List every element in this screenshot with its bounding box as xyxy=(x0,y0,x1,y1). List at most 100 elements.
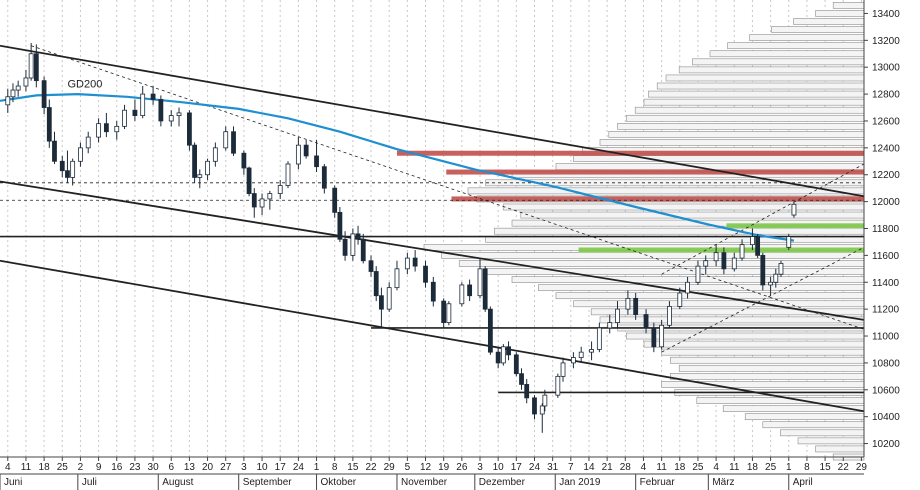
trendline xyxy=(0,259,865,413)
candle-body xyxy=(524,384,530,399)
candle-body xyxy=(539,405,545,415)
candle-body xyxy=(41,80,47,108)
candle-body xyxy=(513,354,519,375)
candle-body xyxy=(267,193,273,200)
y-tick-label: 10600 xyxy=(872,385,900,396)
level-zone xyxy=(446,169,864,175)
candle-body xyxy=(560,362,566,377)
candle-body xyxy=(342,238,348,256)
candle-body xyxy=(760,254,766,286)
trendline xyxy=(661,163,865,275)
y-tick-label: 13200 xyxy=(872,36,900,47)
x-day-label: 22 xyxy=(838,462,850,473)
x-day-label: 10 xyxy=(493,462,505,473)
volume-profile-bar xyxy=(793,18,865,25)
x-day-label: 19 xyxy=(438,462,450,473)
candle-body xyxy=(423,265,428,283)
x-day-label: 6 xyxy=(168,462,174,473)
y-tick-label: 10400 xyxy=(872,412,900,423)
x-day-label: 11 xyxy=(21,462,32,473)
y-tick-label: 11000 xyxy=(872,332,900,343)
candle-body xyxy=(412,257,418,267)
trendline xyxy=(0,44,865,198)
trendlines xyxy=(0,44,865,413)
y-tick-label: 11400 xyxy=(872,278,900,289)
volume-profile-bar xyxy=(599,139,865,146)
x-day-label: 4 xyxy=(713,462,719,473)
volume-profile-bar xyxy=(749,34,865,41)
candle-body xyxy=(70,160,76,178)
x-day-label: 12 xyxy=(420,462,432,473)
x-day-label: 8 xyxy=(804,462,810,473)
candle-body xyxy=(695,265,701,283)
candle-body xyxy=(731,257,737,270)
volume-profile-bar xyxy=(617,123,865,130)
candle-body xyxy=(295,144,301,165)
x-day-label: 21 xyxy=(602,462,614,473)
x-axis: 4 11 18 25 2 9 16 23 30 6 13 20 27 3 10 17 24 1 8 15 22 29 5 12… xyxy=(0,456,868,490)
gd200-line xyxy=(0,92,795,242)
volume-profile-bar xyxy=(780,429,865,437)
x-month-label: Oktober xyxy=(321,477,357,488)
x-day-label: 17 xyxy=(275,462,287,473)
x-day-label: 25 xyxy=(692,462,704,473)
candle-body xyxy=(314,155,319,168)
x-day-label: 25 xyxy=(57,462,69,473)
candle-body xyxy=(5,96,11,106)
y-tick-label: 12600 xyxy=(872,116,900,127)
level-zone xyxy=(396,150,864,156)
level-zone xyxy=(726,223,864,229)
volume-profile-bar xyxy=(670,356,865,364)
x-day-label: 20 xyxy=(202,462,214,473)
volume-profile-bar xyxy=(665,74,865,82)
candle-body xyxy=(739,244,745,259)
candle-body xyxy=(46,107,52,142)
candle-body xyxy=(187,112,192,146)
volume-profile-bar xyxy=(722,405,865,412)
candle-body xyxy=(532,397,537,415)
gd200-line-path xyxy=(0,92,795,242)
volume-profile-bar xyxy=(832,2,865,9)
y-tick-label: 12200 xyxy=(872,170,900,181)
candle-body xyxy=(571,357,576,364)
volume-profile-bar xyxy=(634,106,865,114)
volume-profile-bar xyxy=(626,114,865,122)
candle-body xyxy=(85,136,91,149)
trendline xyxy=(31,45,865,330)
candle-body xyxy=(321,166,327,189)
candle-body xyxy=(285,163,291,186)
x-day-label: 29 xyxy=(856,462,868,473)
candle-body xyxy=(176,112,182,116)
x-day-label: 11 xyxy=(729,462,740,473)
volume-profile-bar xyxy=(538,284,865,291)
candle-body xyxy=(355,233,361,240)
candle-body xyxy=(246,167,252,194)
support-resistance-zones xyxy=(396,150,864,253)
volume-profile-bar xyxy=(744,413,865,421)
candle-body xyxy=(404,257,410,270)
candle-body xyxy=(643,314,649,329)
candle-body xyxy=(28,53,34,79)
candle-body xyxy=(241,152,247,169)
x-day-label: 3 xyxy=(241,462,247,473)
candle-body xyxy=(386,287,392,310)
volume-profile-bar xyxy=(643,98,865,106)
candle-body xyxy=(379,295,384,310)
x-day-label: 1 xyxy=(786,462,792,473)
candle-body xyxy=(713,252,719,262)
candle-body xyxy=(519,373,524,385)
y-tick-label: 10200 xyxy=(872,439,900,450)
candle-body xyxy=(542,394,548,407)
x-day-label: 10 xyxy=(256,462,268,473)
candle-body xyxy=(231,131,236,154)
candle-body xyxy=(223,131,229,149)
candle-body xyxy=(212,147,218,162)
level-zone xyxy=(578,247,864,253)
volume-profile-bar xyxy=(502,203,865,211)
x-day-label: 7 xyxy=(568,462,574,473)
x-day-label: 14 xyxy=(583,462,595,473)
x-day-label: 15 xyxy=(820,462,832,473)
x-month-label: November xyxy=(401,477,448,488)
candle-body xyxy=(500,346,506,364)
